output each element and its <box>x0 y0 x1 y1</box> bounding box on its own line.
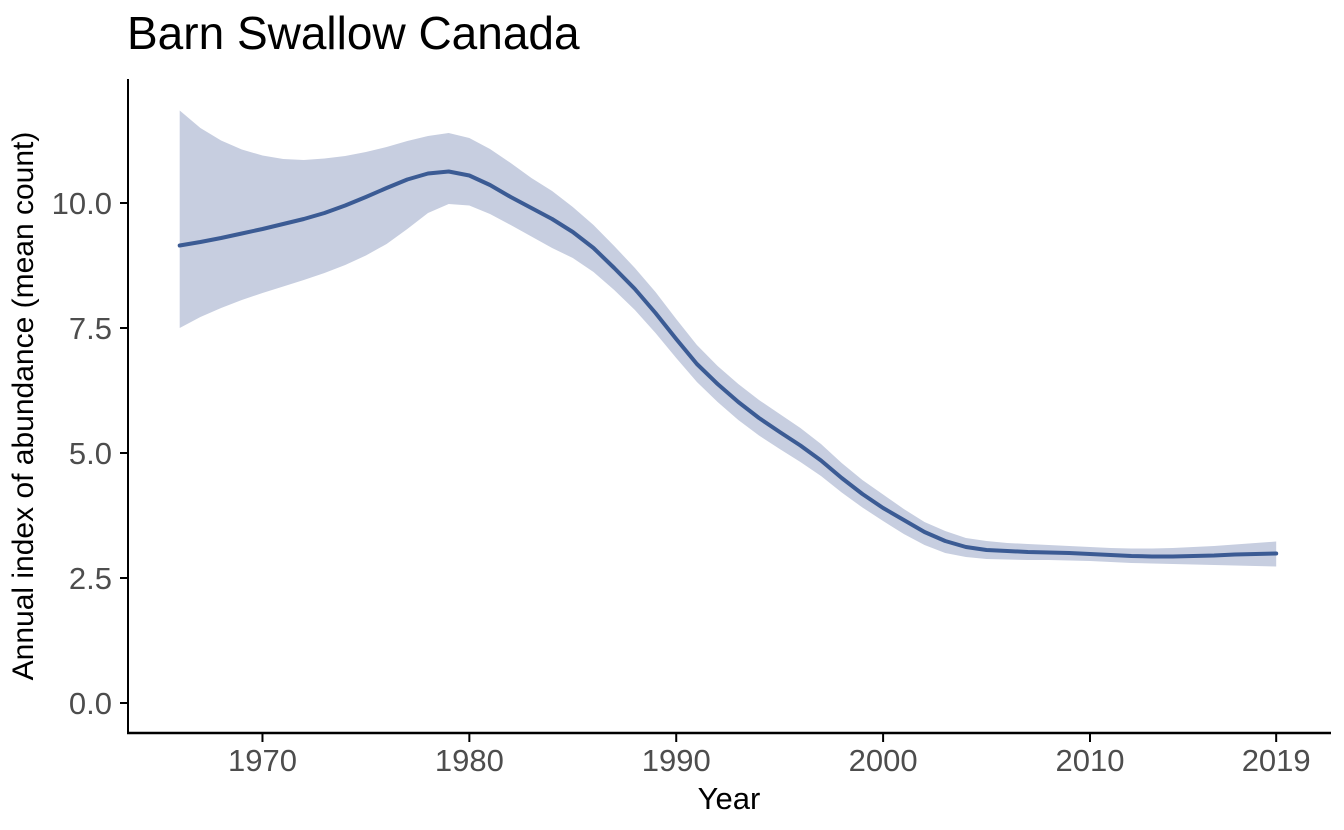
x-tick-label: 2019 <box>1242 743 1311 778</box>
y-tick-label: 2.5 <box>69 561 112 596</box>
trend-line <box>177 169 1279 559</box>
x-tick-label: 2000 <box>849 743 918 778</box>
y-tick-label: 0.0 <box>69 686 112 721</box>
chart-title: Barn Swallow Canada <box>127 7 580 59</box>
y-tick-label: 7.5 <box>69 311 112 346</box>
x-axis-title: Year <box>697 781 761 816</box>
x-tick-label: 1980 <box>435 743 504 778</box>
x-tick-label: 1990 <box>642 743 711 778</box>
x-tick-label: 2010 <box>1056 743 1125 778</box>
confidence-band <box>179 110 1277 567</box>
x-tick-label: 1970 <box>228 743 297 778</box>
y-tick-label: 5.0 <box>69 436 112 471</box>
y-tick-label: 10.0 <box>52 186 112 221</box>
